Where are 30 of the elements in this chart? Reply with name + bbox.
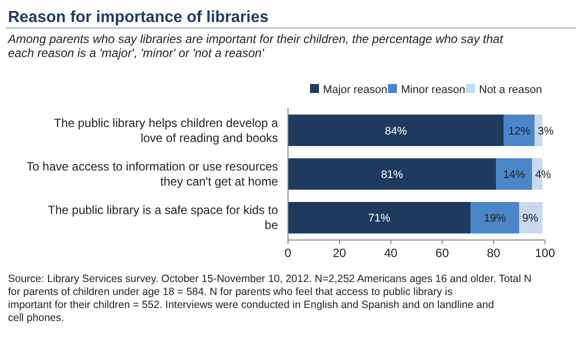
legend-label: Major reason	[323, 84, 388, 96]
y-tick-label: The public library is a safe space for kids to be	[48, 203, 278, 232]
legend-label: Not a reason	[479, 84, 542, 96]
data-label: 9%	[522, 212, 538, 225]
data-label: 4%	[535, 169, 552, 181]
y-tick-label: To have access to information or use resources they can't get at home	[26, 160, 278, 188]
data-label: 71%	[368, 212, 390, 225]
data-label: 3%	[538, 125, 554, 138]
bar	[504, 114, 535, 146]
text: Reason for importance of libraries	[8, 9, 269, 26]
data-label: 12%	[508, 125, 531, 138]
y-tick-label: The public library helps children develop a love of reading and books	[54, 116, 278, 145]
x-tick-label: 40	[384, 246, 398, 260]
bar	[288, 202, 470, 234]
bar	[470, 202, 520, 234]
x-tick-label: 80	[486, 246, 501, 260]
x-tick-label: 20	[332, 246, 346, 260]
bar	[288, 158, 496, 190]
data-label: 14%	[503, 169, 526, 181]
bar	[288, 114, 504, 146]
x-tick-label: 0	[284, 246, 292, 260]
x-tick-label: 100	[534, 246, 556, 260]
data-label: 84%	[384, 125, 408, 138]
data-label: 81%	[381, 169, 404, 181]
x-tick-label: 60	[436, 246, 450, 260]
legend-label: Minor reason	[401, 84, 466, 96]
chart-subtitle: Among parents who say libraries are important for their children, the percentage who say that each reason is a 'major', 'minor' or 'not a reason'	[7, 32, 504, 60]
bar	[496, 158, 532, 190]
source-note: Source: Library Services survey. October 15-November 10, 2012. N=2,252 Americans ages 16 and older. Total N for parents of children under age 18 = 584. N for parents who feel that access to public library is important for their children = 552. Interviews were conducted in English and Spanish and on landline and cell phones.	[8, 273, 532, 324]
data-label: 19%	[484, 212, 506, 225]
